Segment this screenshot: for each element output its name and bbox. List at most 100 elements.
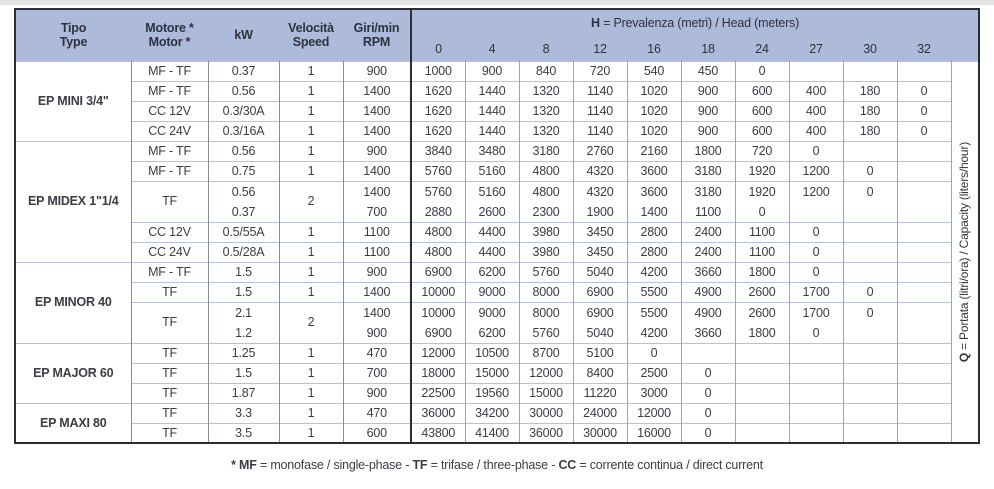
capacity-cell: 0: [843, 160, 898, 181]
stacked-value: 0: [758, 204, 766, 219]
footnote: * MF = monofase / single-phase - TF = tr…: [0, 458, 994, 472]
group-label: EP MIDEX 1"1/4: [15, 140, 132, 262]
motor-cell: MF - TF: [131, 261, 209, 282]
capacity-cell: [843, 140, 898, 161]
speed-cell: 1: [279, 261, 344, 282]
header-h-value: 12: [573, 37, 627, 61]
kw-cell: 0.37: [208, 60, 280, 81]
capacity-cell: 8000: [519, 281, 574, 302]
header-h-value: 18: [681, 37, 735, 61]
rpm-cell: 1400 900: [343, 301, 412, 343]
capacity-cell: 400: [789, 120, 844, 141]
header-h-value: 4: [465, 37, 519, 61]
capacity-cell: 1440: [465, 100, 520, 121]
capacity-cell: [897, 402, 952, 423]
kw-cell: 1.5: [208, 281, 280, 302]
kw-cell: 0.56: [208, 80, 280, 101]
capacity-cell: 1320: [519, 80, 574, 101]
kw-cell: 3.3: [208, 402, 280, 423]
capacity-cell: 43800: [411, 422, 466, 443]
capacity-cell: [897, 221, 952, 242]
speed-cell: 1: [279, 60, 344, 81]
capacity-cell: 5500 4200: [627, 301, 682, 343]
stacked-value: 2600: [478, 204, 506, 219]
capacity-cell: 1020: [627, 80, 682, 101]
capacity-cell: 8400: [573, 362, 628, 383]
rpm-cell: 1400: [343, 80, 412, 101]
capacity-cell: 0: [897, 100, 952, 121]
capacity-cell: 4800 2300: [519, 180, 574, 222]
capacity-cell: 1200: [789, 160, 844, 181]
header-tipo: Tipo Type: [15, 9, 131, 61]
stacked-value: 5160: [478, 184, 506, 199]
table-row: MF - TF 0.75 1 1400 5760 5160 4800 4320 3600 3180…: [15, 160, 979, 181]
rpm-cell: 1400: [343, 160, 412, 181]
speed-cell: 1: [279, 281, 344, 302]
capacity-cell: 22500: [411, 382, 466, 403]
capacity-cell: [897, 301, 952, 343]
stacked-value: 1400: [363, 184, 391, 199]
capacity-cell: [897, 160, 952, 181]
capacity-cell: 2400: [681, 221, 736, 242]
capacity-cell: [897, 140, 952, 161]
footnote-segment: * MF: [231, 458, 257, 472]
capacity-axis-cell: Q = Portata (litri/ora) / Capacity (lite…: [950, 60, 980, 443]
table-row: CC 24V 0.3/16A 1 1400 1620 1440 1320 1140 1020 90…: [15, 120, 979, 141]
capacity-cell: 1020: [627, 100, 682, 121]
table-row: EP MINI 3/4" MF - TF 0.37 1 900 1000 900 840 720…: [15, 60, 980, 443]
capacity-cell: 2400: [681, 241, 736, 262]
speed-cell: 1: [279, 362, 344, 383]
table-row: EP MAJOR 60 TF 1.25 1 470 12000 10500 8700 5100 0: [15, 342, 979, 403]
capacity-cell: 1320: [519, 120, 574, 141]
capacity-cell: 10000 6900: [411, 301, 466, 343]
stacked-value: 9000: [478, 305, 506, 320]
header-h-value: 30: [843, 37, 897, 61]
capacity-cell: 0: [843, 180, 898, 222]
footnote-segment: TF: [412, 458, 428, 472]
capacity-cell: [681, 342, 736, 363]
capacity-cell: [897, 241, 952, 262]
capacity-cell: 9000: [465, 281, 520, 302]
capacity-cell: 34200: [465, 402, 520, 423]
capacity-cell: 400: [789, 100, 844, 121]
capacity-cell: 15000: [465, 362, 520, 383]
motor-cell: TF: [131, 342, 209, 363]
capacity-cell: 3000: [627, 382, 682, 403]
capacity-cell: [897, 342, 952, 363]
header-head-meters: H = Prevalenza (metri) / Head (meters): [409, 9, 980, 37]
rpm-cell: 1400: [343, 100, 412, 121]
group-label: EP MAJOR 60: [15, 342, 132, 403]
capacity-cell: 1000: [411, 60, 466, 81]
kw-cell: 3.5: [208, 422, 280, 443]
group-label: EP MAXI 80: [15, 402, 132, 443]
motor-cell: CC 12V: [131, 100, 209, 121]
stacked-value: 3180: [694, 184, 722, 199]
capacity-cell: 1440: [465, 120, 520, 141]
table-row: EP MIDEX 1"1/4 MF - TF 0.56 1 900 3840 3480 318…: [15, 140, 979, 262]
capacity-cell: [735, 362, 790, 383]
stacked-value: 4320: [586, 184, 614, 199]
kw-cell: 1.5: [208, 362, 280, 383]
header-kw: kW: [208, 9, 279, 61]
capacity-cell: 4400: [465, 221, 520, 242]
header-q-spacer: [951, 37, 980, 61]
stacked-value: 5500: [640, 305, 668, 320]
speed-cell: 1: [279, 160, 344, 181]
capacity-cell: [735, 342, 790, 363]
capacity-cell: [843, 221, 898, 242]
speed-cell: 2: [279, 301, 344, 343]
table-row: TF 1.5 1 1400 10000 9000 8000 6900 5500 4900 2600 1…: [15, 281, 979, 302]
capacity-cell: 0: [789, 241, 844, 262]
speed-cell: 1: [279, 382, 344, 403]
capacity-cell: 10500: [465, 342, 520, 363]
capacity-axis-label: Q = Portata (litri/ora) / Capacity (lite…: [956, 141, 971, 362]
capacity-cell: 1020: [627, 120, 682, 141]
capacity-cell: 6900 5040: [573, 301, 628, 343]
capacity-cell: 5160 2600: [465, 180, 520, 222]
capacity-cell: 11220: [573, 382, 628, 403]
capacity-cell: 0: [735, 60, 790, 81]
capacity-cell: [735, 402, 790, 423]
group-label: EP MINI 3/4": [15, 60, 132, 141]
header-h-value: 24: [735, 37, 789, 61]
table-row: EP MAXI 80 TF 3.3 1 470 36000 34200 30000 24000 1…: [15, 402, 979, 443]
